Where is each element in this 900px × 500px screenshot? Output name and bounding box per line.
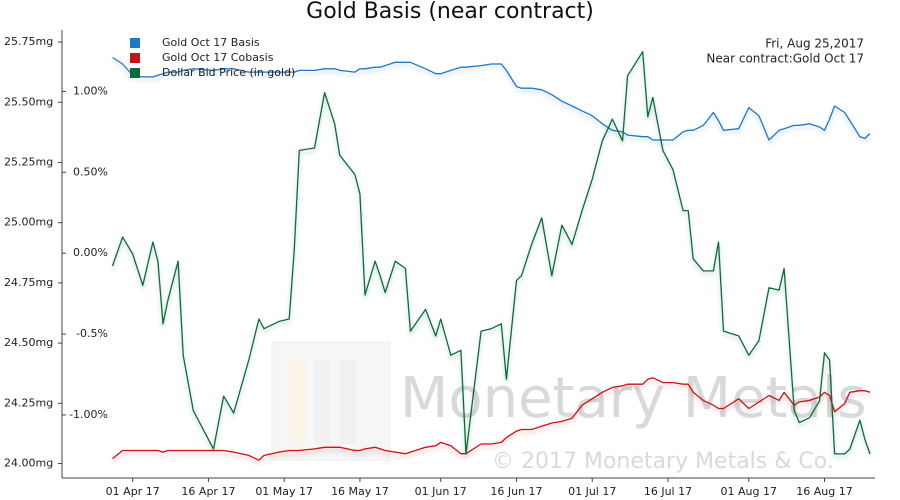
x-tick-label: 01 Jun 17	[415, 485, 467, 498]
x-tick-label: 16 Apr 17	[181, 485, 235, 498]
watermark-logo	[271, 341, 391, 461]
chart-title: Gold Basis (near contract)	[306, 0, 594, 24]
series-line	[112, 377, 871, 461]
y-tick-label: 24.00mg	[4, 457, 53, 470]
y-tick-label: 24.50mg	[4, 336, 53, 349]
legend-label: Gold Oct 17 Basis	[162, 36, 260, 49]
y-tick-label: 24.25mg	[4, 396, 53, 409]
x-tick-label: 16 Jul 17	[644, 485, 692, 498]
series-line	[111, 51, 871, 455]
y-tick-label: 25.00mg	[4, 216, 53, 229]
y-tick-label: 24.75mg	[4, 276, 53, 289]
x-tick-label: 01 Aug 17	[721, 485, 777, 498]
legend-swatch	[130, 53, 140, 63]
x-tick-label: 16 Aug 17	[796, 485, 852, 498]
annotation-date: Fri, Aug 25,2017	[765, 37, 864, 51]
logo-bar	[315, 360, 331, 444]
y2-tick-label: -1.00%	[69, 408, 108, 421]
logo-bar	[290, 360, 306, 444]
x-tick-label: 16 May 17	[331, 485, 389, 498]
y2-tick-label: 0.00%	[73, 246, 108, 259]
annotation-contract: Near contract:Gold Oct 17	[706, 52, 864, 66]
x-tick-label: 01 May 17	[255, 485, 313, 498]
x-tick-label: 16 Jun 17	[490, 485, 542, 498]
y2-tick-label: -0.5%	[76, 327, 108, 340]
y-tick-label: 25.25mg	[4, 155, 53, 168]
watermark-copyright: © 2017 Monetary Metals & Co.	[492, 449, 834, 474]
logo-box	[271, 341, 391, 461]
y2-tick-label: 1.00%	[73, 84, 108, 97]
x-tick-label: 01 Jul 17	[568, 485, 616, 498]
logo-bar	[340, 360, 356, 444]
series-line	[112, 56, 871, 141]
legend-label: Gold Oct 17 Cobasis	[162, 51, 274, 64]
legend-swatch	[130, 38, 140, 48]
legend-swatch	[130, 68, 140, 78]
y2-tick-label: 0.50%	[73, 165, 108, 178]
y-tick-label: 25.50mg	[4, 95, 53, 108]
y-tick-label: 25.75mg	[4, 35, 53, 48]
legend-label: Dollar Bid Price (in gold)	[162, 66, 295, 79]
x-tick-label: 01 Apr 17	[106, 485, 160, 498]
